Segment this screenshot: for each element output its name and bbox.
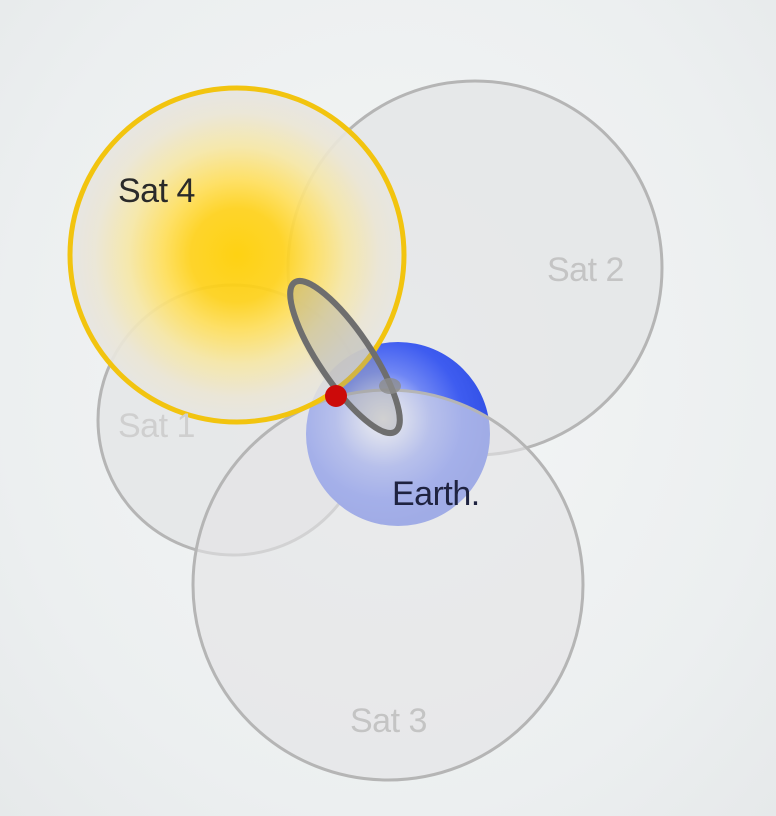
position-fix-point <box>325 385 347 407</box>
sat4-ring <box>67 85 407 425</box>
sat4-sphere <box>70 88 404 422</box>
sat3-label: Sat 3 <box>350 702 427 740</box>
intersection-node <box>379 378 401 394</box>
sat4-label: Sat 4 <box>118 172 195 210</box>
intersection-ellipse <box>287 277 403 437</box>
sat2-label: Sat 2 <box>547 251 624 289</box>
earth-label: Earth. <box>392 475 480 513</box>
sat1-label: Sat 1 <box>118 407 195 445</box>
